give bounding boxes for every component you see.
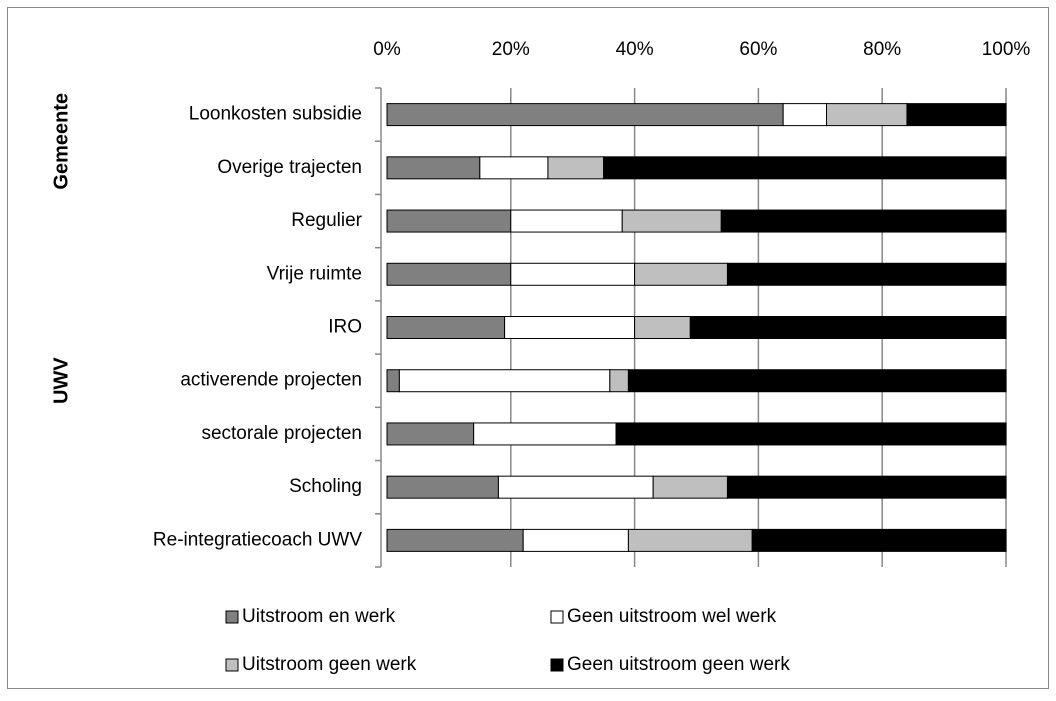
- bar-segment: [825, 103, 908, 127]
- legend-swatch: [550, 658, 564, 672]
- y-tick-label: sectorale projecten: [201, 423, 362, 444]
- y-tick-label: IRO: [328, 317, 362, 338]
- bar-segment: [615, 422, 1007, 446]
- bar-segment: [510, 209, 623, 233]
- legend-swatch: [550, 610, 564, 624]
- y-tick-label: Loonkosten subsidie: [189, 104, 362, 125]
- bar-segment: [726, 475, 1007, 499]
- y-tick-label: activerende projecten: [180, 370, 362, 391]
- bar-segment: [473, 422, 617, 446]
- x-tick-label: 80%: [863, 39, 901, 60]
- bar-segment: [720, 209, 1007, 233]
- bar-segment: [609, 369, 629, 393]
- bar-segment: [634, 316, 691, 339]
- bar-segment: [522, 528, 629, 552]
- bar-segment: [652, 475, 728, 499]
- bar-segment: [386, 262, 512, 286]
- legend-label: Geen uitstroom wel werk: [567, 606, 777, 627]
- bar-segment: [386, 103, 784, 127]
- bar-segment: [621, 209, 722, 233]
- group-label: Gemeente: [50, 93, 72, 190]
- x-tick-label: 40%: [616, 39, 654, 60]
- x-tick-label: 20%: [492, 39, 530, 60]
- bar-segment: [627, 528, 753, 552]
- bar-segment: [726, 262, 1007, 286]
- bar-segment: [386, 422, 475, 446]
- bar-segment: [479, 156, 549, 180]
- bar-segment: [386, 209, 512, 233]
- y-tick-label: Overige trajecten: [217, 157, 362, 178]
- bar-segment: [689, 316, 1007, 339]
- bar-segment: [497, 475, 654, 499]
- bar-segment: [751, 528, 1007, 552]
- bar-segment: [386, 316, 506, 339]
- x-tick-label: 0%: [373, 39, 401, 60]
- group-label: UWV: [50, 357, 72, 404]
- bar-segment: [547, 156, 605, 180]
- legend-label: Uitstroom en werk: [242, 606, 396, 627]
- bar-segment: [386, 156, 481, 180]
- bar-segment: [510, 262, 636, 286]
- y-tick-label: Vrije ruimte: [267, 263, 362, 284]
- legend-label: Geen uitstroom geen werk: [567, 654, 790, 675]
- bar-segment: [386, 528, 524, 552]
- bar-segment: [906, 103, 1007, 127]
- bar-segment: [634, 262, 728, 286]
- bar-segment: [504, 316, 636, 339]
- legend-swatch: [225, 610, 239, 624]
- y-tick-label: Re-integratiecoach UWV: [153, 529, 362, 550]
- x-tick-label: 60%: [739, 39, 777, 60]
- y-tick-label: Scholing: [289, 476, 362, 497]
- bar-segment: [398, 369, 611, 393]
- bar-segment: [603, 156, 1007, 180]
- legend-swatch: [225, 658, 239, 672]
- bar-segment: [782, 103, 827, 127]
- legend-label: Uitstroom geen werk: [242, 654, 417, 675]
- y-tick-label: Regulier: [291, 210, 362, 231]
- x-tick-label: 100%: [982, 39, 1031, 60]
- bar-segment: [627, 369, 1007, 393]
- bar-segment: [386, 369, 400, 393]
- bar-segment: [386, 475, 499, 499]
